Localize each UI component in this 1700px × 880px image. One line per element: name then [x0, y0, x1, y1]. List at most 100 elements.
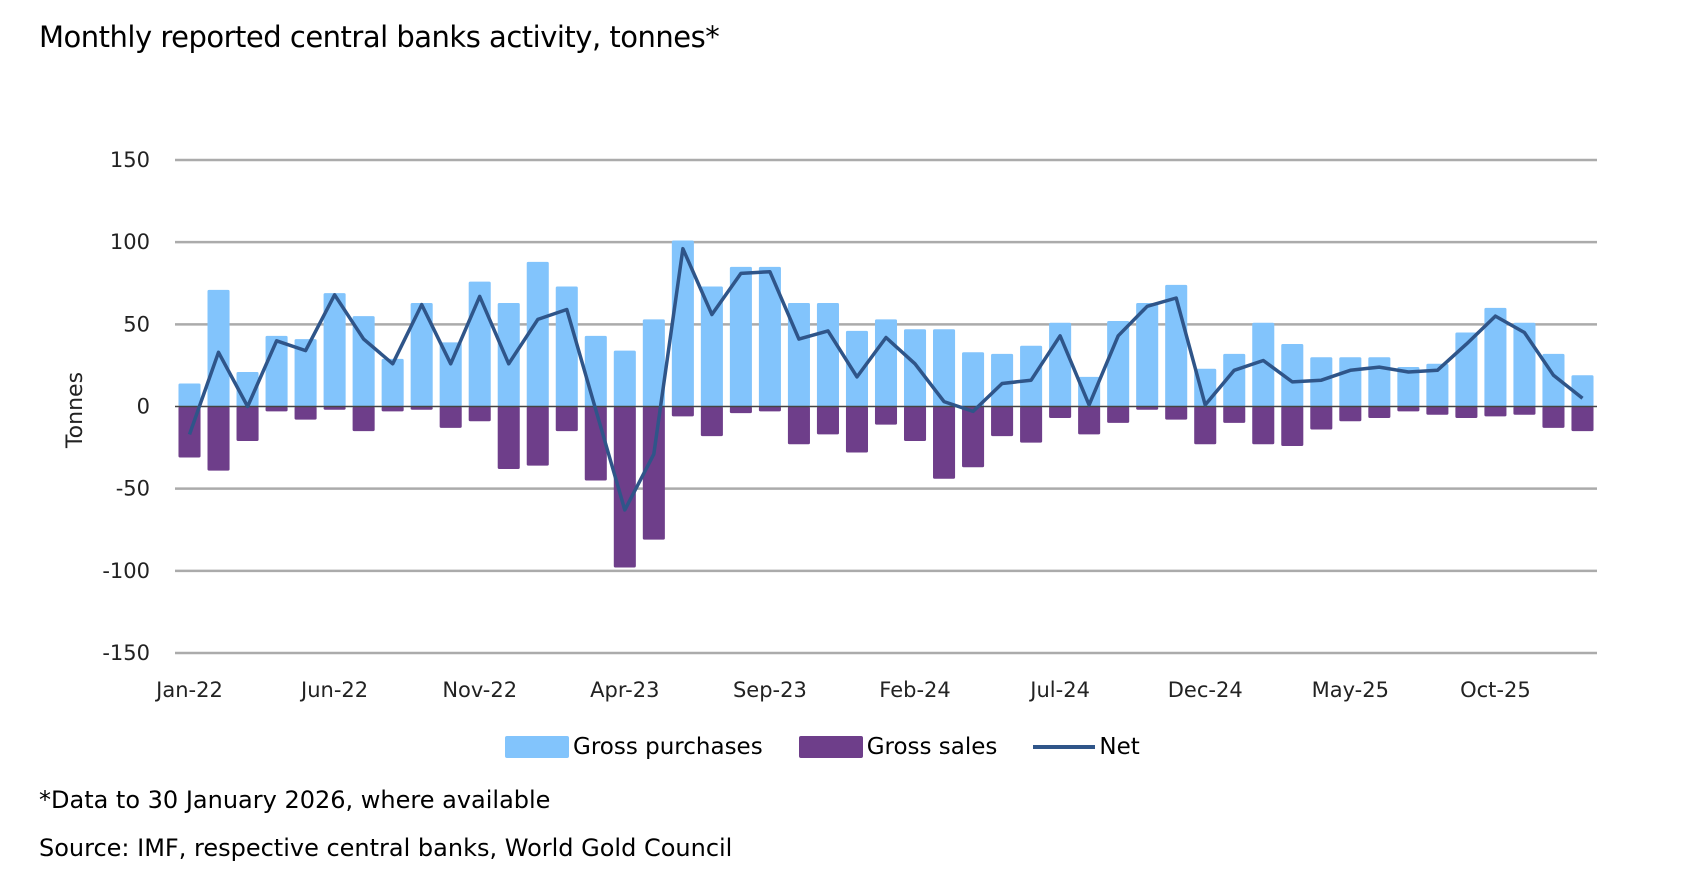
gross-purchases-bar	[178, 383, 201, 407]
legend: Gross purchases Gross sales Net	[505, 734, 1176, 760]
gross-sales-bar	[265, 406, 288, 412]
gross-sales-bar	[236, 406, 259, 442]
gross-sales-bar	[1310, 406, 1333, 430]
gross-purchases-bar	[1368, 357, 1391, 407]
x-axis-ticks: Jan-22 Jun-22 Nov-22 Apr-23 Sep-23 Feb-24 Jul-…	[154, 678, 1531, 702]
gross-purchases-bar	[613, 350, 636, 407]
legend-label: Gross sales	[866, 734, 998, 760]
gross-sales-bar	[1136, 406, 1159, 410]
legend-swatch-sales	[798, 736, 863, 758]
gross-sales-bar	[1078, 406, 1101, 435]
gross-sales-bar	[584, 406, 607, 481]
gross-sales-bar	[1252, 406, 1275, 445]
gross-sales-bar	[874, 406, 898, 425]
gross-purchases-bar	[1078, 376, 1101, 407]
gross-purchases-bar	[845, 330, 869, 407]
gross-sales-bar	[468, 406, 491, 422]
gross-purchases-bar	[1252, 322, 1275, 407]
gross-purchases-bar	[816, 302, 839, 407]
gross-purchases-bar	[642, 319, 665, 407]
y-tick-label: 0	[137, 395, 150, 419]
gross-sales-bar	[787, 406, 810, 445]
gross-purchases-bar	[352, 316, 375, 407]
y-tick-label: 50	[123, 312, 150, 336]
gross-sales-bar	[671, 406, 694, 417]
gross-sales-bar	[1455, 406, 1478, 419]
gross-purchases-bar	[1281, 344, 1304, 407]
gross-purchases-bar	[700, 286, 723, 407]
legend-label: Gross purchases	[573, 734, 763, 760]
x-tick-label: Jun-22	[299, 678, 368, 702]
x-tick-label: Dec-24	[1168, 678, 1243, 702]
x-tick-label: May-25	[1312, 678, 1389, 702]
gross-sales-bar	[323, 406, 346, 410]
gross-sales-bar	[1368, 406, 1391, 419]
legend-item-gross-purchases: Gross purchases	[505, 734, 763, 760]
gross-sales-bar	[1484, 406, 1507, 417]
gross-sales-bar	[933, 406, 956, 479]
legend-item-net: Net	[1033, 734, 1140, 760]
gross-sales-bar	[1426, 406, 1449, 415]
x-tick-label: Feb-24	[879, 678, 950, 702]
gross-sales-bar	[1513, 406, 1536, 415]
net-line	[187, 246, 1584, 512]
legend-label: Net	[1099, 734, 1140, 760]
gross-purchases-bar	[903, 329, 927, 407]
gross-sales-bar	[207, 406, 230, 471]
gross-purchases-bar	[381, 358, 404, 407]
gross-sales-bar	[1049, 406, 1072, 419]
source-note: Source: IMF, respective central banks, W…	[39, 834, 733, 862]
x-tick-label: Nov-22	[442, 678, 517, 702]
gross-sales-bar	[845, 406, 869, 453]
gross-sales-bar	[526, 406, 549, 466]
legend-swatch-purchases	[505, 736, 569, 758]
gross-sales-bar	[1542, 406, 1565, 428]
gross-purchases-bar	[497, 302, 520, 407]
gross-sales-bar	[1107, 406, 1130, 423]
gross-sales-bar	[1165, 406, 1188, 420]
gross-sales-bar	[497, 406, 520, 469]
gross-sales-bar	[1281, 406, 1304, 446]
gross-sales-bar	[410, 406, 433, 410]
y-tick-label: -50	[116, 477, 150, 501]
x-tick-label: Jan-22	[154, 678, 223, 702]
x-tick-label: Apr-23	[590, 678, 659, 702]
gross-sales-bar	[352, 406, 375, 432]
gross-purchases-bar	[991, 353, 1014, 407]
x-tick-label: Oct-25	[1460, 678, 1531, 702]
gross-sales-bar	[642, 406, 665, 540]
gross-sales-bar	[991, 406, 1014, 437]
gross-purchases-bar	[1339, 357, 1362, 407]
gross-sales-bar	[555, 406, 578, 432]
gross-sales-bar	[613, 406, 636, 568]
gross-purchases-bar	[962, 352, 985, 407]
y-axis-label: Tonnes	[63, 372, 88, 449]
gross-sales-bar	[1571, 406, 1594, 432]
gross-sales-bar	[816, 406, 839, 435]
gross-purchases-bar	[1397, 367, 1420, 407]
chart-title: Monthly reported central banks activity,…	[39, 20, 720, 54]
bars	[175, 240, 1597, 568]
gross-purchases-bar	[265, 335, 288, 407]
y-tick-label: 150	[110, 148, 150, 172]
gross-purchases-bar	[1426, 363, 1449, 407]
gross-sales-bar	[758, 406, 781, 412]
gross-purchases-bar	[1484, 307, 1507, 407]
gross-purchases-bar	[729, 266, 752, 407]
gross-purchases-bar	[294, 339, 317, 407]
gross-purchases-bar	[1020, 345, 1043, 407]
x-tick-label: Jul-24	[1028, 678, 1090, 702]
gross-sales-bar	[381, 406, 404, 412]
gross-sales-bar	[1397, 406, 1420, 412]
gross-sales-bar	[962, 406, 985, 468]
y-tick-label: -100	[102, 559, 150, 583]
gross-purchases-bar	[555, 286, 578, 407]
gross-sales-bar	[294, 406, 317, 420]
gross-purchases-bar	[1136, 302, 1159, 407]
gross-purchases-bar	[1107, 321, 1130, 407]
gross-purchases-bar	[933, 329, 956, 407]
y-axis-ticks: 150 100 50 0 -50 -100 -150	[102, 148, 150, 665]
x-tick-label: Sep-23	[733, 678, 807, 702]
gross-purchases-bar	[758, 266, 781, 407]
